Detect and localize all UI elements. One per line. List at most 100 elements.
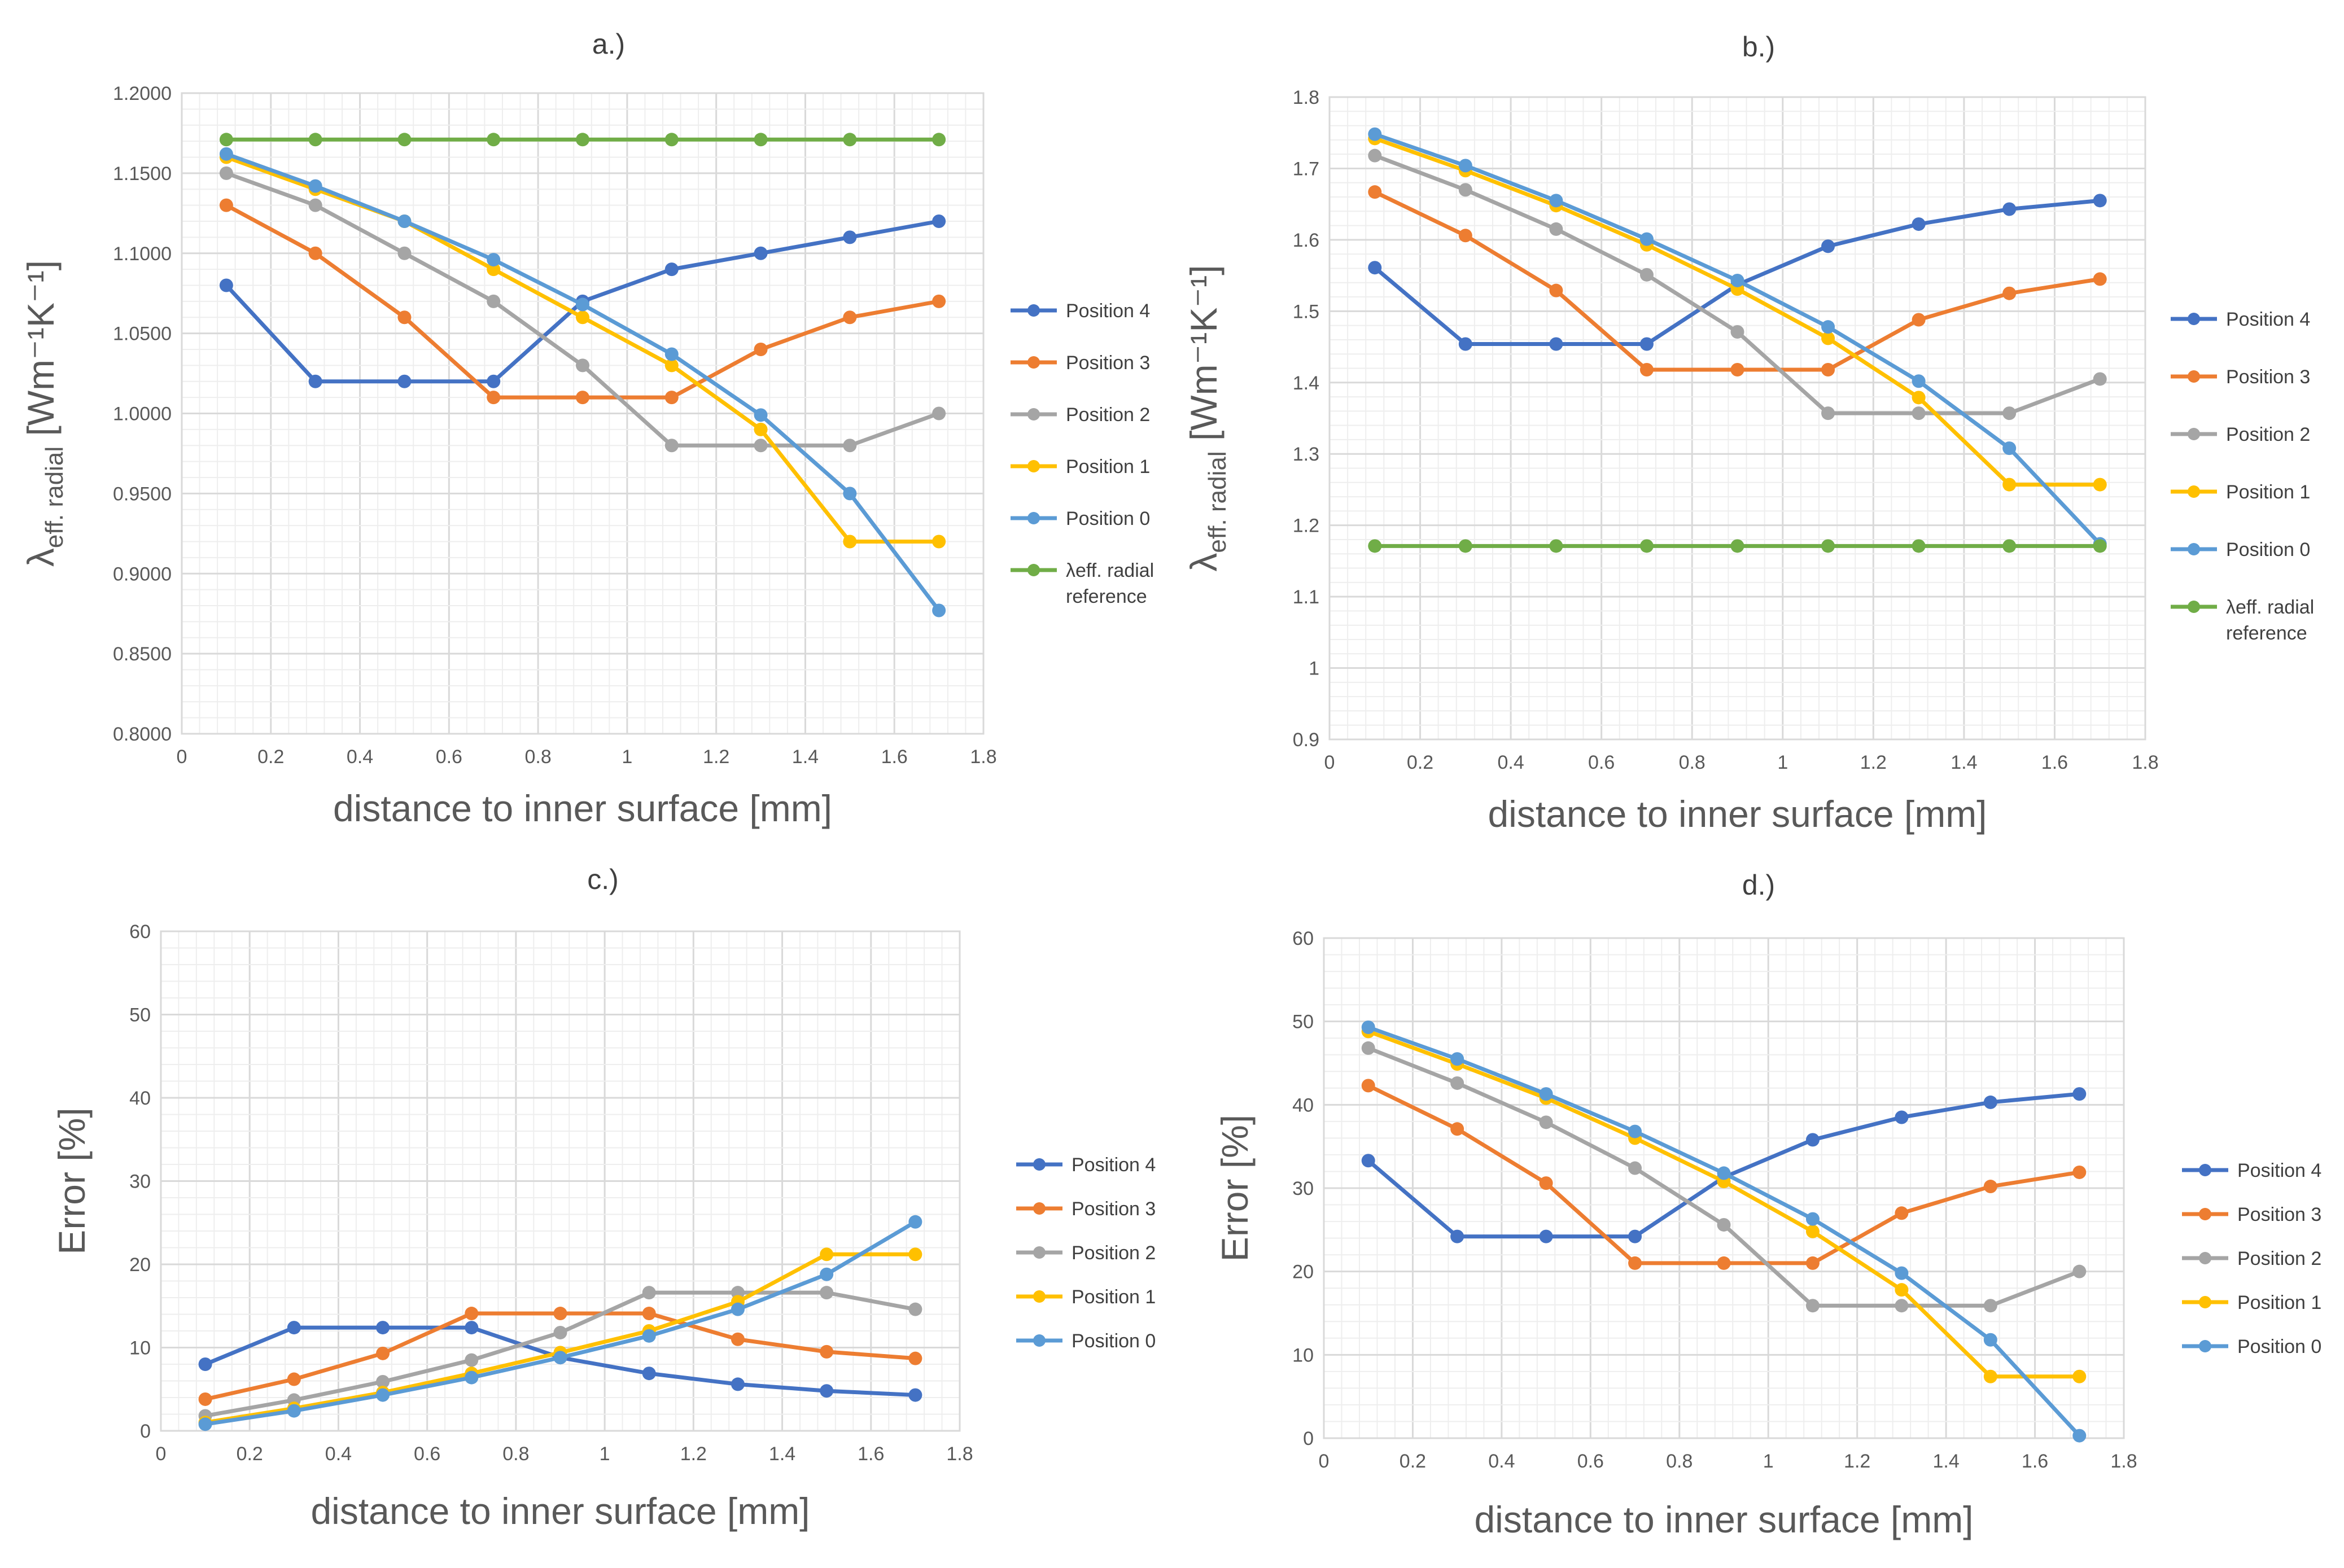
data-point bbox=[843, 310, 857, 325]
data-point bbox=[487, 391, 501, 405]
data-point bbox=[754, 343, 768, 356]
series-line bbox=[1367, 1092, 2080, 1239]
legend-item: Position 2 bbox=[2182, 1248, 2321, 1269]
data-point bbox=[820, 1384, 834, 1398]
data-point bbox=[1368, 148, 1382, 163]
series-position-2 bbox=[198, 1286, 922, 1423]
data-point bbox=[376, 1346, 390, 1360]
legend-label: Position 3 bbox=[2237, 1204, 2321, 1225]
legend-item: Position 3 bbox=[1016, 1198, 1156, 1220]
data-point bbox=[2002, 286, 2017, 300]
panel-title: b.) bbox=[1742, 31, 1775, 63]
data-point bbox=[576, 358, 589, 373]
data-point bbox=[1895, 1206, 1909, 1220]
x-tick-label: 1.4 bbox=[1951, 752, 1977, 773]
data-point bbox=[642, 1366, 656, 1381]
data-point bbox=[1458, 229, 1472, 243]
data-point bbox=[2002, 406, 2017, 421]
x-tick-label: 0 bbox=[177, 746, 187, 768]
data-point bbox=[1639, 268, 1654, 282]
x-tick-label: 0.6 bbox=[1577, 1451, 1604, 1472]
legend: Position 4 Position 3 Position 2 Position 1… bbox=[2171, 309, 2314, 644]
data-point bbox=[932, 294, 946, 308]
data-point bbox=[908, 1215, 922, 1229]
data-point bbox=[2002, 478, 2017, 492]
x-tick-label: 1.6 bbox=[858, 1443, 884, 1465]
data-point bbox=[1458, 539, 1472, 553]
y-tick-label: 1.1000 bbox=[113, 243, 172, 265]
data-point bbox=[1983, 1095, 1997, 1109]
legend-label: Position 2 bbox=[1072, 1242, 1156, 1264]
x-tick-label: 1.2 bbox=[1860, 752, 1887, 773]
data-point bbox=[465, 1307, 479, 1321]
data-point bbox=[642, 1286, 656, 1300]
legend-item: Position 2 bbox=[2171, 424, 2310, 445]
data-point bbox=[1983, 1180, 1997, 1194]
chart-panel-c: 0 0.2 0.4 0.6 0.8 1 1.2 1.4 1.6 1.8 0 10 20 30 40 50 60 c… bbox=[51, 864, 1156, 1532]
data-point bbox=[731, 1377, 745, 1391]
x-tick-label: 1.2 bbox=[1844, 1451, 1870, 1472]
x-axis-label: distance to inner surface [mm] bbox=[1474, 1499, 1973, 1540]
data-point bbox=[376, 1374, 390, 1389]
y-tick-label: 20 bbox=[1292, 1262, 1314, 1283]
data-point bbox=[2072, 1165, 2087, 1179]
x-tick-label: 0.2 bbox=[257, 746, 284, 768]
legend-item: Position 3 bbox=[1011, 352, 1150, 374]
data-point bbox=[1539, 1176, 1553, 1190]
data-point bbox=[1628, 1124, 1642, 1138]
legend-label: Position 1 bbox=[1066, 456, 1150, 478]
series-position-3 bbox=[1361, 1079, 2087, 1270]
data-point bbox=[754, 246, 768, 260]
y-axis-label-subscript: eff. radial bbox=[41, 446, 68, 548]
data-point bbox=[1549, 194, 1563, 208]
series-position-2 bbox=[1361, 1041, 2087, 1313]
x-tick-label: 1.4 bbox=[769, 1443, 795, 1465]
data-point bbox=[1368, 185, 1382, 199]
chart-panel-b: 0 0.2 0.4 0.6 0.8 1 1.2 1.4 1.6 1.8 0.9 1 1.1 1.2 1.3 1… bbox=[1183, 31, 2314, 835]
data-point bbox=[1628, 1161, 1642, 1175]
data-point bbox=[1912, 539, 1926, 553]
x-tick-label: 1 bbox=[1763, 1451, 1774, 1472]
data-point bbox=[576, 133, 589, 147]
data-point bbox=[932, 535, 946, 549]
data-point bbox=[1639, 539, 1654, 553]
legend-label: Position 4 bbox=[1072, 1154, 1156, 1176]
data-point bbox=[1549, 283, 1563, 297]
x-tick-label: 1.6 bbox=[2022, 1451, 2048, 1472]
data-point bbox=[664, 133, 679, 147]
data-point bbox=[754, 408, 768, 422]
data-point bbox=[908, 1388, 922, 1402]
data-point bbox=[1628, 1256, 1642, 1270]
data-point bbox=[932, 406, 946, 421]
data-point bbox=[397, 374, 412, 388]
y-tick-label: 1.8 bbox=[1293, 87, 1319, 108]
legend-label: Position 4 bbox=[1066, 300, 1150, 322]
y-axis-label-symbol: Error [%] bbox=[51, 1107, 93, 1254]
legend-label: Position 3 bbox=[1066, 352, 1150, 374]
data-point bbox=[932, 603, 946, 617]
data-point bbox=[308, 133, 322, 147]
legend-item: λeff. radial reference bbox=[1011, 560, 1154, 607]
data-point bbox=[1549, 222, 1563, 236]
legend-item: Position 0 bbox=[1011, 508, 1150, 529]
data-point bbox=[2002, 539, 2017, 553]
x-tick-label: 0 bbox=[156, 1443, 167, 1465]
legend-marker bbox=[2188, 485, 2200, 498]
y-tick-label: 1.0000 bbox=[113, 404, 172, 425]
y-tick-label: 1.6 bbox=[1293, 230, 1319, 251]
x-tick-label: 1.8 bbox=[970, 746, 996, 768]
y-axis-label: λeff. radial [Wm⁻¹K⁻¹] bbox=[20, 260, 68, 567]
data-point bbox=[1805, 1212, 1820, 1226]
x-tick-label: 0.8 bbox=[1679, 752, 1705, 773]
data-point bbox=[487, 374, 501, 388]
data-point bbox=[2093, 478, 2107, 492]
legend-item: Position 1 bbox=[1011, 456, 1150, 478]
series-line bbox=[1374, 198, 2101, 346]
data-point bbox=[843, 487, 857, 501]
legend-item: Position 3 bbox=[2182, 1204, 2321, 1225]
y-tick-label: 60 bbox=[1292, 928, 1314, 949]
x-axis-label: distance to inner surface [mm] bbox=[333, 787, 832, 829]
data-point bbox=[1368, 539, 1382, 553]
x-tick-label: 1 bbox=[600, 1443, 610, 1465]
